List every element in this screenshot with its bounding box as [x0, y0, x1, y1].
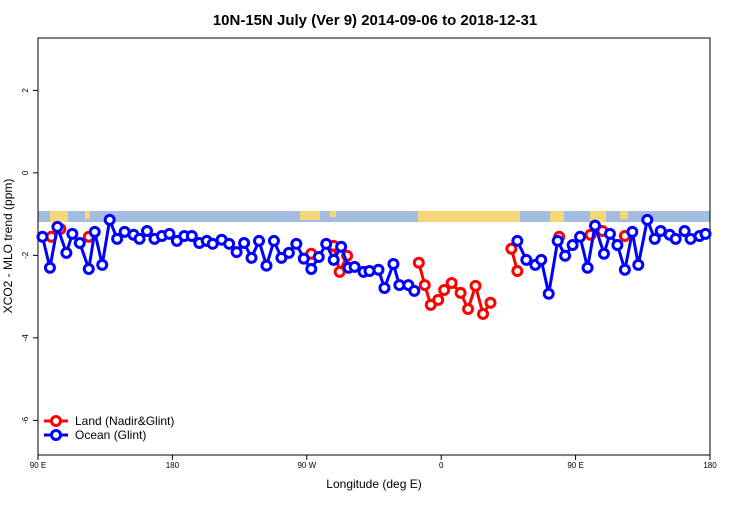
point [333, 265, 346, 278]
point [372, 263, 385, 276]
legend: Land (Nadir&Glint)Ocean (Glint) [44, 414, 174, 442]
point [597, 247, 610, 260]
x-tick-label: 180 [166, 461, 180, 470]
point [511, 265, 524, 278]
point [462, 302, 475, 315]
y-tick-label: 2 [21, 88, 30, 93]
point [51, 220, 64, 233]
map-strip [38, 211, 710, 222]
point [111, 232, 124, 245]
point [185, 229, 198, 242]
legend-label: Land (Nadir&Glint) [75, 414, 174, 428]
point [82, 262, 95, 275]
legend-label: Ocean (Glint) [75, 428, 146, 442]
point [96, 258, 109, 271]
y-axis-label: XCO2 - MLO trend (ppm) [1, 179, 15, 314]
point [589, 219, 602, 232]
point [520, 253, 533, 266]
point [378, 281, 391, 294]
point [632, 258, 645, 271]
point [88, 225, 101, 238]
point [699, 227, 712, 240]
point [566, 239, 579, 252]
point [551, 234, 564, 247]
point [305, 262, 318, 275]
point [290, 237, 303, 250]
point [603, 227, 616, 240]
point [669, 232, 682, 245]
y-tick-label: -2 [21, 251, 30, 259]
point [260, 259, 273, 272]
point [133, 232, 146, 245]
point [445, 277, 458, 290]
point [418, 279, 431, 292]
y-tick-label: 0 [21, 170, 30, 175]
x-tick-label: 90 E [30, 461, 46, 470]
point [408, 284, 421, 297]
point [626, 225, 639, 238]
point [36, 230, 49, 243]
point [267, 234, 280, 247]
legend-marker [50, 429, 62, 441]
point [648, 232, 661, 245]
point [412, 256, 425, 269]
point [469, 279, 482, 292]
point [245, 251, 258, 264]
x-tick-label: 180 [703, 461, 717, 470]
point [312, 251, 325, 264]
point [432, 293, 445, 306]
point [454, 286, 467, 299]
x-tick-label: 0 [439, 461, 444, 470]
point [542, 287, 555, 300]
legend-marker [50, 415, 62, 427]
point [163, 227, 176, 240]
point [559, 249, 572, 262]
point [230, 246, 243, 259]
point [43, 261, 56, 274]
point [505, 242, 518, 255]
point [484, 296, 497, 309]
point [253, 234, 266, 247]
x-tick-label: 90 W [297, 461, 316, 470]
point [238, 236, 251, 249]
point [438, 284, 451, 297]
point [141, 225, 154, 238]
point [335, 240, 348, 253]
point [348, 260, 361, 273]
point [66, 227, 79, 240]
chart-title: 10N-15N July (Ver 9) 2014-09-06 to 2018-… [213, 12, 537, 29]
y-tick-label: -4 [21, 334, 30, 342]
point [574, 230, 587, 243]
point [641, 213, 654, 226]
point [477, 307, 490, 320]
point [678, 225, 691, 238]
point [327, 253, 340, 266]
point [282, 246, 295, 259]
point [320, 237, 333, 250]
point [387, 258, 400, 271]
point [103, 213, 116, 226]
point [297, 252, 310, 265]
point [618, 263, 631, 276]
plot-frame [37, 37, 711, 456]
point [611, 239, 624, 252]
point [581, 261, 594, 274]
point [223, 237, 236, 250]
x-axis-label: Longitude (deg E) [326, 477, 421, 491]
point [206, 237, 219, 250]
point [535, 253, 548, 266]
x-tick-label: 90 E [567, 461, 583, 470]
point [60, 246, 73, 259]
point [73, 236, 86, 249]
point [511, 234, 524, 247]
y-tick-label: -6 [21, 416, 30, 424]
